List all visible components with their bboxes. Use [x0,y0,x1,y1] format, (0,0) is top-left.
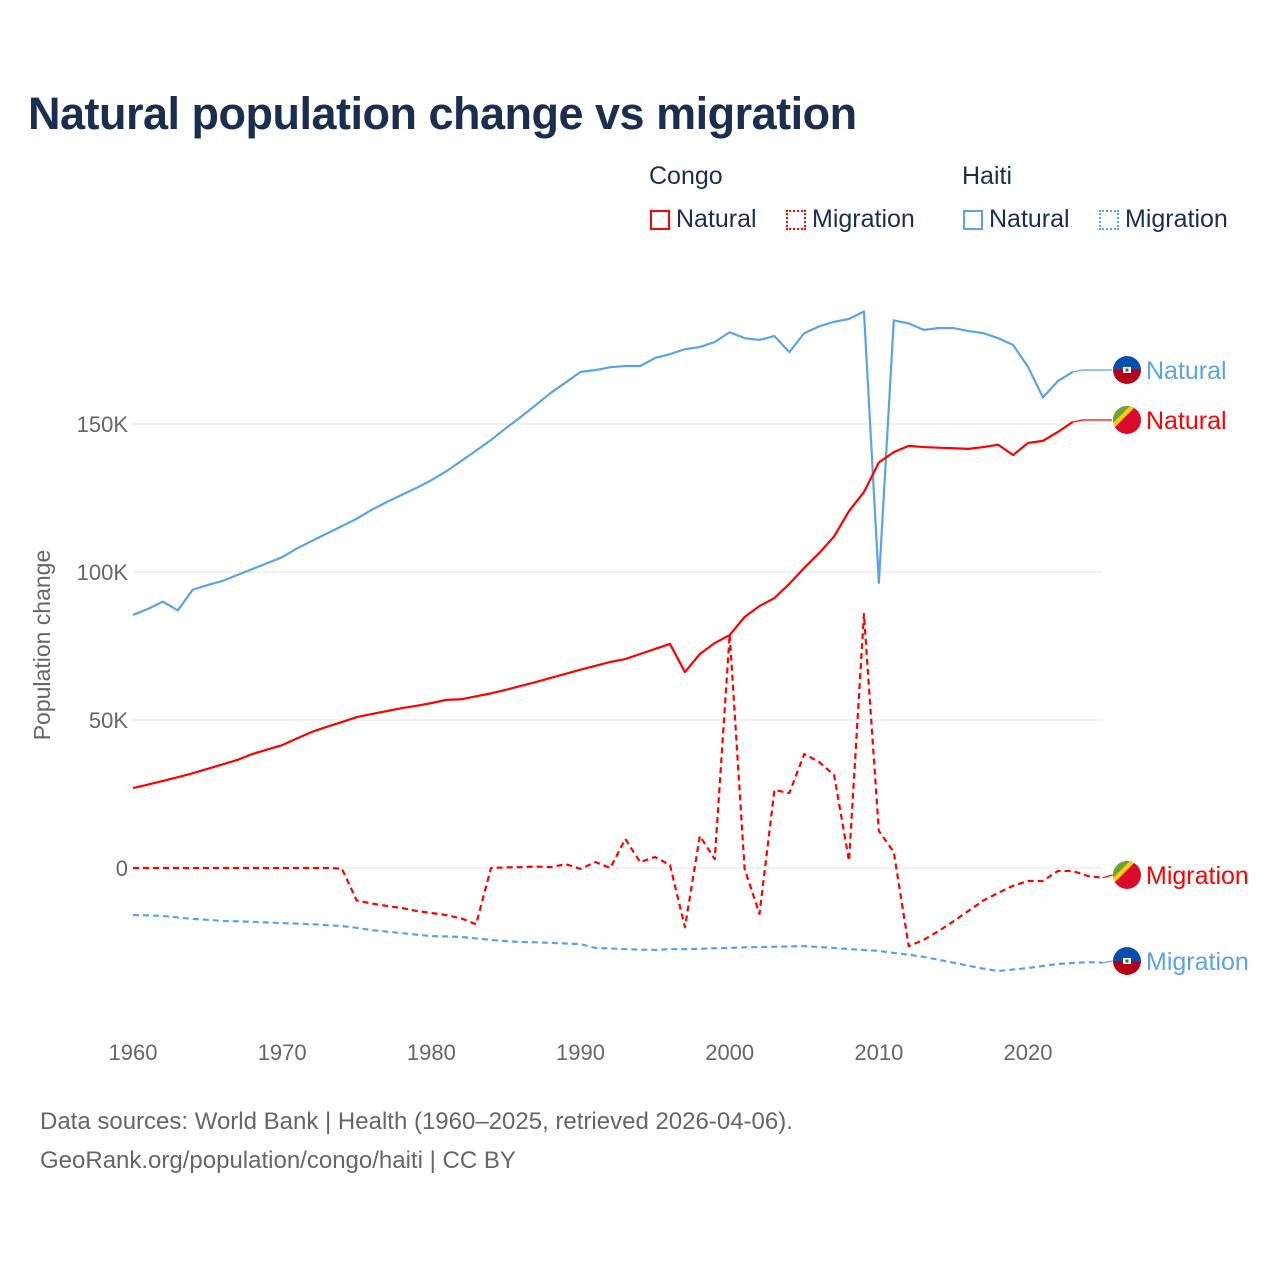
y-axis-label: Population change [29,550,55,741]
series-end-label: Migration [1146,948,1249,976]
y-tick-label: 0 [116,856,128,881]
x-tick-label: 2000 [705,1040,754,1065]
legend-congo-migration[interactable]: Migration [786,205,915,234]
legend-group-haiti: Haiti [962,162,1013,190]
chart-title: Natural population change vs migration [28,88,857,139]
series-end-label: Migration [1146,862,1249,890]
attribution-link[interactable]: GeoRank.org/population/congo/haiti | CC … [40,1147,516,1174]
y-tick-label: 50K [89,708,128,733]
legend-haiti-migration[interactable]: Migration [1099,205,1228,234]
legend-group-congo: Congo [649,162,723,190]
x-tick-label: 1990 [556,1040,605,1065]
legend-label: Migration [812,205,915,233]
congo-natural-line[interactable] [132,421,1074,790]
label-leader-line [1072,419,1112,423]
x-tick-label: 2010 [854,1040,903,1065]
congo-flag-icon [1112,860,1142,890]
congo-flag-icon [1112,405,1142,435]
x-tick-label: 1980 [407,1040,456,1065]
legend-label: Natural [989,205,1070,233]
dotted-swatch-icon [786,209,806,230]
label-leader-line [1102,874,1113,879]
solid-swatch-icon [963,209,983,230]
legend-congo-natural[interactable]: Natural [650,205,757,234]
dotted-swatch-icon [1099,209,1119,230]
x-tick-label: 1970 [258,1040,307,1065]
x-tick-label: 1960 [109,1040,158,1065]
label-leader-line [1102,960,1113,964]
haiti-migration-line[interactable] [132,913,1103,973]
series-end-label: Natural [1146,357,1227,385]
legend-haiti-natural[interactable]: Natural [963,205,1070,234]
series-end-label: Natural [1146,407,1227,435]
y-tick-label: 150K [77,412,129,437]
solid-swatch-icon [650,209,670,230]
legend-label: Migration [1125,205,1228,233]
haiti-natural-line[interactable] [132,310,1074,616]
congo-migration-line[interactable] [133,612,1103,948]
source-note: Data sources: World Bank | Health (1960–… [40,1108,793,1135]
haiti-flag-icon [1112,946,1142,976]
haiti-flag-icon [1112,355,1142,385]
label-leader-line [1072,369,1112,373]
legend-label: Natural [676,205,757,233]
y-tick-label: 100K [77,560,129,585]
x-tick-label: 2020 [1004,1040,1053,1065]
